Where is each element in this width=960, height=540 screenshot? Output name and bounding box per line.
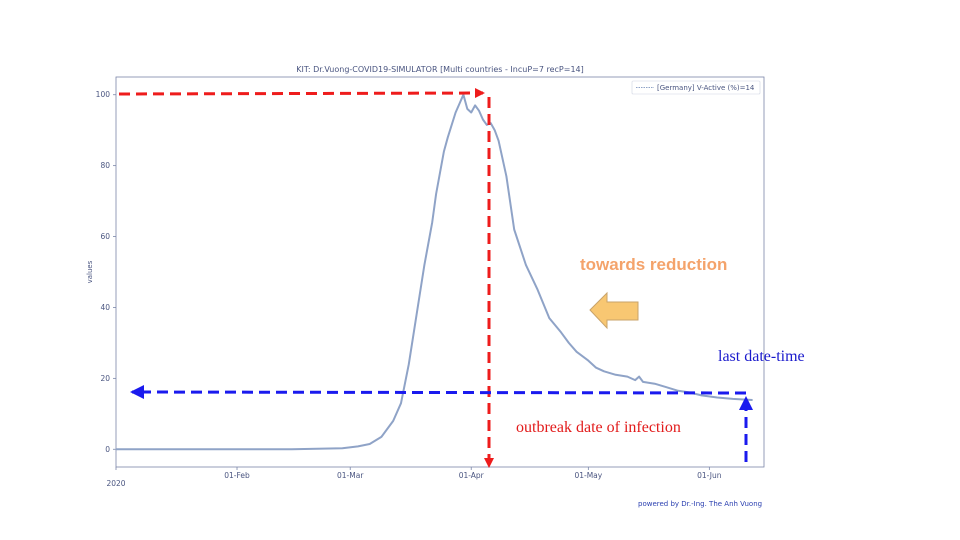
data-point: [525, 264, 527, 266]
data-point: [408, 363, 410, 365]
x-tick-label: 01-Mar: [337, 471, 364, 480]
y-tick-label: 60: [100, 232, 110, 241]
data-point: [291, 448, 293, 450]
data-point: [439, 172, 441, 174]
data-point: [392, 420, 394, 422]
data-point: [654, 383, 656, 385]
chart-title: KIT: Dr.Vuong-COVID19-SIMULATOR [Multi c…: [296, 65, 584, 74]
data-point: [341, 447, 343, 449]
data-point: [498, 140, 500, 142]
data-point: [416, 313, 418, 316]
data-point: [431, 221, 433, 223]
data-point: [466, 108, 468, 110]
data-point: [470, 111, 472, 114]
data-point: [380, 436, 382, 438]
data-point: [576, 351, 578, 353]
data-point: [474, 104, 476, 106]
data-point: [548, 317, 550, 319]
x-tick-label: 01-Jun: [697, 471, 722, 480]
data-point: [638, 376, 640, 378]
data-point: [443, 150, 445, 153]
data-point: [677, 390, 679, 392]
data-point: [435, 193, 437, 195]
data-point: [634, 379, 636, 381]
data-point: [455, 111, 457, 114]
data-point: [478, 110, 480, 112]
x-tick-label: 01-May: [574, 471, 602, 480]
x-tick-label: 2020: [106, 479, 125, 488]
x-tick-label: 01-Feb: [224, 471, 250, 480]
data-point: [603, 370, 605, 372]
x-tick-label: 01-Apr: [459, 471, 485, 480]
y-tick-label: 40: [100, 303, 110, 312]
data-point: [595, 367, 597, 369]
outbreak-date-label: outbreak date of infection: [516, 419, 681, 436]
x-axis: 2020 01-Feb 01-Mar 01-Apr 01-May 01-Jun: [106, 467, 722, 488]
data-point: [513, 228, 515, 231]
peak-horizontal-arrow: [118, 88, 485, 99]
data-point: [447, 136, 449, 138]
last-value-horizontal-arrow: [130, 385, 747, 400]
data-point: [537, 289, 539, 291]
legend: [Germany] V-Active (%)=14: [631, 80, 761, 95]
data-point: [716, 396, 718, 399]
data-point: [494, 129, 496, 131]
y-tick-label: 100: [96, 90, 111, 99]
data-point: [400, 402, 402, 404]
y-axis: 0 20 40 60 80 100: [96, 90, 116, 454]
data-point: [423, 264, 425, 266]
series-points: [115, 94, 753, 450]
data-point: [642, 381, 644, 383]
data-point: [626, 376, 629, 378]
reduction-arrow-icon: [589, 291, 639, 330]
legend-box: [631, 80, 761, 95]
data-point: [568, 342, 570, 344]
data-point: [505, 175, 507, 177]
data-point: [560, 331, 562, 333]
data-point: [732, 398, 734, 400]
y-axis-label: values: [86, 260, 94, 283]
data-point: [115, 448, 117, 450]
data-point: [665, 386, 668, 388]
y-tick-label: 0: [105, 445, 110, 454]
y-tick-label: 80: [100, 161, 110, 170]
data-point: [357, 445, 359, 447]
last-date-time-label: last date-time: [718, 348, 805, 365]
data-point: [615, 374, 617, 376]
credit-text: powered by Dr.-Ing. The Anh Vuong: [638, 500, 762, 508]
data-point: [486, 124, 488, 126]
data-point: [482, 118, 484, 121]
data-point: [751, 399, 753, 401]
y-tick-label: 20: [100, 374, 110, 383]
data-point: [458, 103, 461, 105]
plot-frame: [115, 76, 765, 468]
data-point: [700, 394, 703, 396]
series-line-germany: [116, 93, 753, 451]
towards-reduction-label: towards reduction: [580, 255, 727, 274]
legend-label: [Germany] V-Active (%)=14: [657, 84, 755, 92]
data-point: [587, 360, 589, 362]
data-point: [369, 443, 371, 445]
